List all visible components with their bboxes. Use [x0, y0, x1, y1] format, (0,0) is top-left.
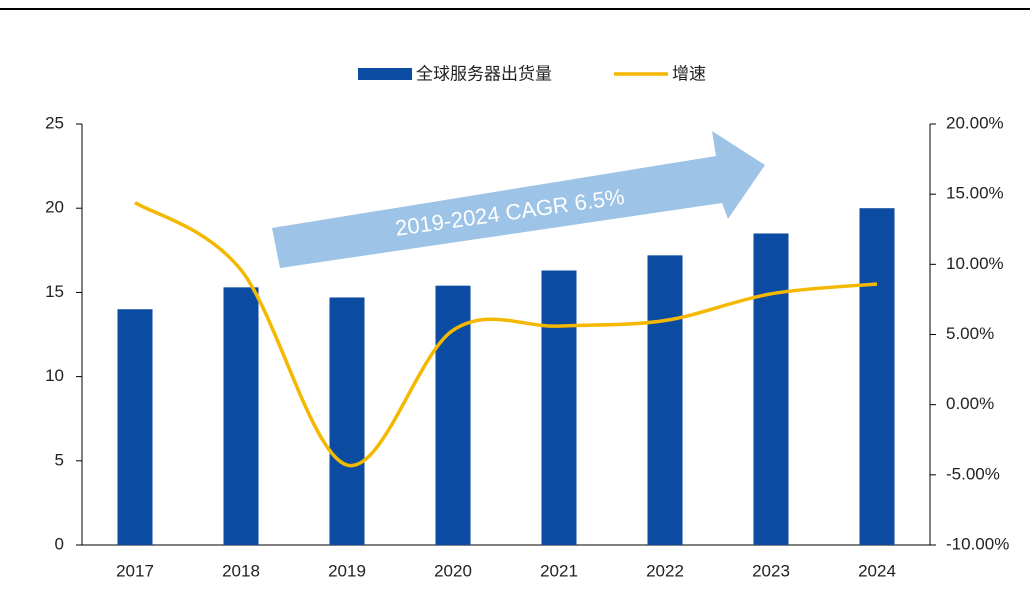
- trend-arrow: [272, 131, 765, 268]
- bar: [647, 255, 683, 546]
- y2-tick-label: -5.00%: [946, 464, 1000, 483]
- bar: [541, 270, 577, 545]
- y2-tick-label: -10.00%: [946, 534, 1009, 553]
- bar: [223, 287, 259, 545]
- y-tick-label: 10: [45, 366, 64, 385]
- bar: [859, 208, 895, 545]
- x-tick-label: 2021: [540, 561, 578, 580]
- y-tick-label: 5: [55, 450, 64, 469]
- x-tick-label: 2018: [222, 561, 260, 580]
- x-tick-label: 2022: [646, 561, 684, 580]
- y-tick-label: 15: [45, 282, 64, 301]
- x-tick-label: 2017: [116, 561, 154, 580]
- x-tick-label: 2023: [752, 561, 790, 580]
- x-tick-label: 2020: [434, 561, 472, 580]
- y2-tick-label: 0.00%: [946, 394, 994, 413]
- bar: [329, 297, 365, 545]
- y2-tick-label: 15.00%: [946, 184, 1004, 203]
- legend-label: 增速: [672, 64, 706, 83]
- legend-swatch: [358, 68, 412, 80]
- x-tick-label: 2019: [328, 561, 366, 580]
- legend-label: 全球服务器出货量: [416, 64, 552, 83]
- y2-tick-label: 10.00%: [946, 254, 1004, 273]
- y-tick-label: 25: [45, 113, 64, 132]
- bar: [117, 309, 153, 545]
- line: [134, 201, 878, 468]
- y2-tick-label: 5.00%: [946, 324, 994, 343]
- x-tick-label: 2024: [858, 561, 896, 580]
- y-tick-label: 0: [55, 534, 64, 553]
- y-tick-label: 20: [45, 198, 64, 217]
- bar: [753, 233, 789, 545]
- y2-tick-label: 20.00%: [946, 113, 1004, 132]
